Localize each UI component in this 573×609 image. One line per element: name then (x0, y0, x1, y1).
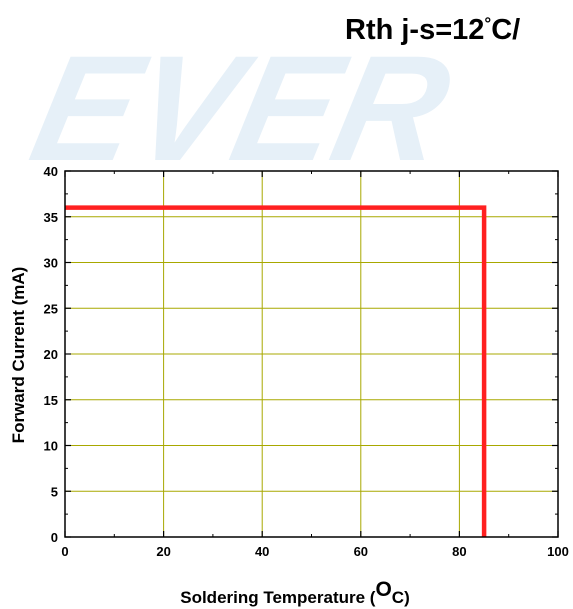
x-tick-label: 0 (61, 544, 68, 559)
y-tick-label: 35 (44, 210, 58, 225)
x-axis-title-sup: O (375, 578, 391, 601)
x-tick-label: 20 (156, 544, 170, 559)
y-tick-label: 30 (44, 256, 58, 271)
grid (65, 171, 558, 537)
plot-frame (64, 170, 559, 538)
y-tick-label: 0 (51, 530, 58, 545)
x-axis-title-main: Soldering Temperature ( (180, 588, 376, 607)
chart-title: Rth j-s=12°C/ (345, 14, 520, 46)
x-tick-label: 60 (354, 544, 368, 559)
x-axis-title: Soldering Temperature (OC) (180, 578, 410, 607)
y-tick-label: 15 (44, 393, 58, 408)
y-tick-label: 10 (44, 439, 58, 454)
chart-title-degree: ° (484, 14, 491, 33)
x-tick-label: 80 (452, 544, 466, 559)
series-layer (65, 205, 487, 537)
x-tick-label: 40 (255, 544, 269, 559)
y-tick-label: 20 (44, 347, 58, 362)
y-axis-title: Forward Current (mA) (9, 267, 28, 444)
tick-labels: 0 20 40 60 80 100 0 5 10 15 20 25 30 35 40 (44, 164, 569, 559)
x-tick-label: 100 (547, 544, 569, 559)
y-tick-label: 5 (51, 484, 58, 499)
chart-title-tail: C/ (491, 14, 520, 46)
y-tick-label: 25 (44, 301, 58, 316)
watermark: EVER (19, 26, 463, 193)
x-axis-title-tail: C) (392, 588, 410, 607)
y-tick-label: 40 (44, 164, 58, 179)
series-line (65, 205, 487, 537)
chart-title-main: Rth j-s=12 (345, 14, 484, 46)
